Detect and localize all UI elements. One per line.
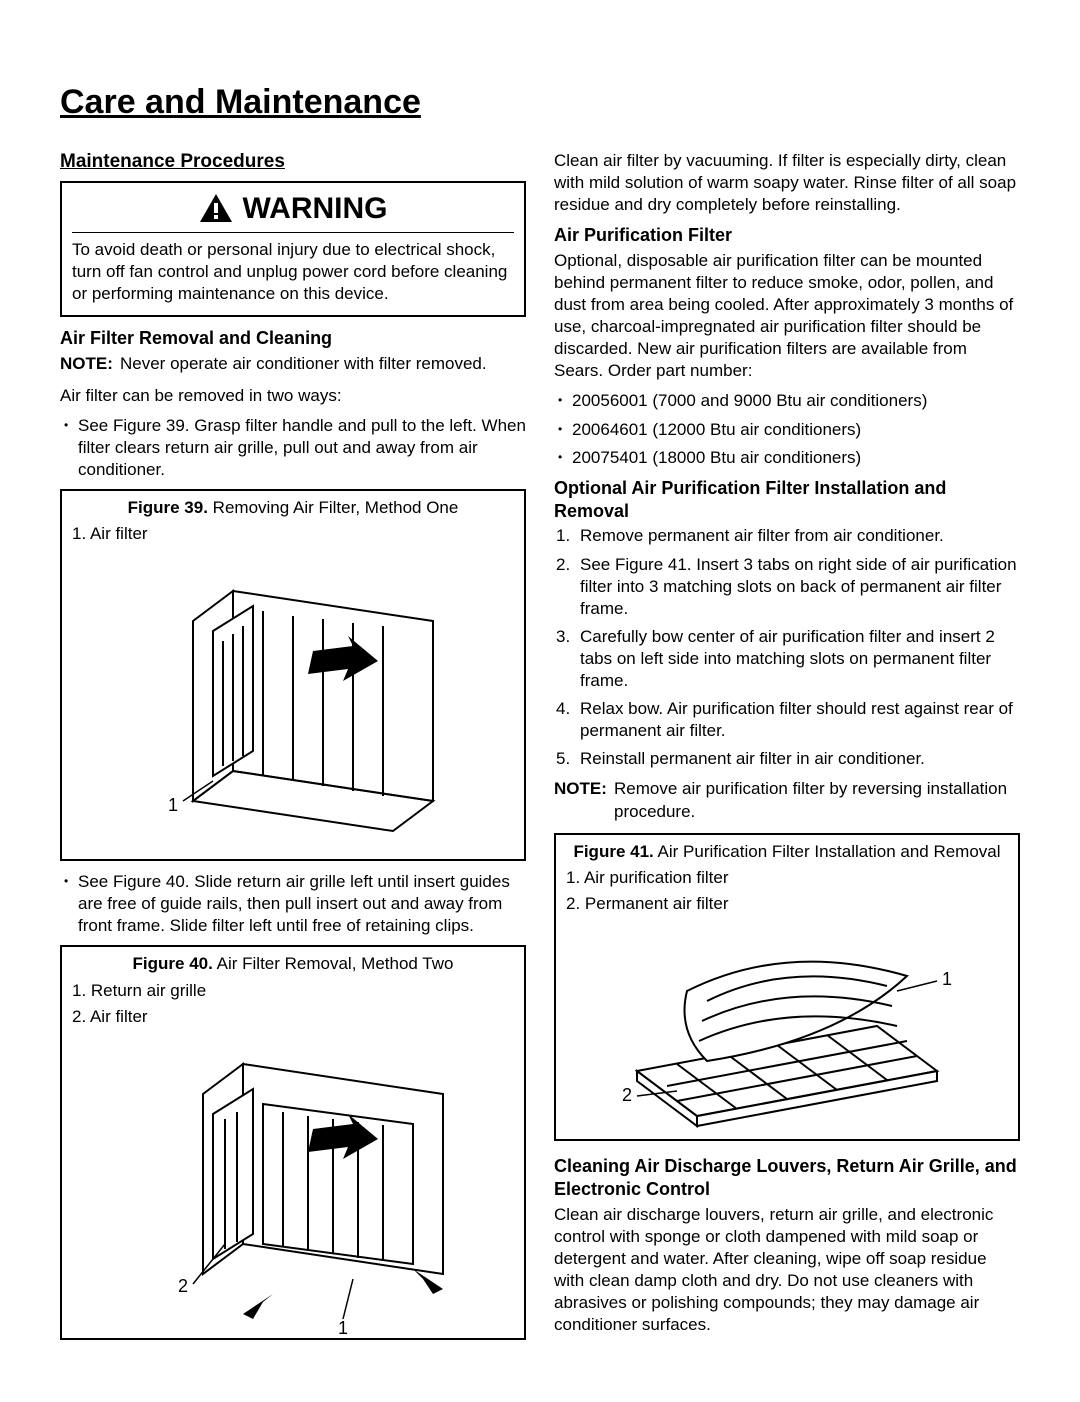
step-5-text: Reinstall permanent air filter in air co… <box>580 749 925 768</box>
note2-text: Remove air purification filter by revers… <box>554 778 1020 822</box>
note-2: NOTE: Remove air purification filter by … <box>554 778 1020 822</box>
part-3: 20075401 (18000 Btu air conditioners) <box>554 447 1020 469</box>
fig39-legend-1: 1. Air filter <box>72 523 514 545</box>
right-column: Clean air filter by vacuuming. If filter… <box>554 150 1020 1350</box>
fig40-callout-2: 2 <box>178 1276 188 1296</box>
step-3: 3.Carefully bow center of air purificati… <box>554 626 1020 692</box>
figure-41: Figure 41. Air Purification Filter Insta… <box>554 833 1020 1141</box>
warning-label: WARNING <box>243 189 388 228</box>
clean-filter-para: Clean air filter by vacuuming. If filter… <box>554 150 1020 216</box>
fig41-title: Air Purification Filter Installation and… <box>654 842 1001 861</box>
optional-install-head: Optional Air Purification Filter Install… <box>554 477 1020 524</box>
fig40-diagram: 2 1 <box>72 1034 514 1334</box>
fig39-label: Figure 39. <box>128 498 208 517</box>
fig41-diagram: 1 2 <box>566 921 1008 1131</box>
fig40-callout-1: 1 <box>338 1318 348 1334</box>
figure-39: Figure 39. Removing Air Filter, Method O… <box>60 489 526 861</box>
fig41-caption: Figure 41. Air Purification Filter Insta… <box>566 841 1008 863</box>
left-column: Maintenance Procedures WARNING To avoid … <box>60 150 526 1350</box>
fig39-callout-1: 1 <box>168 795 178 815</box>
step-4-text: Relax bow. Air purification filter shoul… <box>580 699 1013 740</box>
cleaning-louvers-para: Clean air discharge louvers, return air … <box>554 1204 1020 1337</box>
fig40-label: Figure 40. <box>133 954 213 973</box>
fig39-diagram: 1 <box>72 551 514 851</box>
fig39-caption: Figure 39. Removing Air Filter, Method O… <box>72 497 514 519</box>
note-label: NOTE: <box>60 354 113 373</box>
warning-title-row: WARNING <box>72 189 514 233</box>
cleaning-louvers-head: Cleaning Air Discharge Louvers, Return A… <box>554 1155 1020 1202</box>
air-purification-head: Air Purification Filter <box>554 224 1020 247</box>
part-2: 20064601 (12000 Btu air conditioners) <box>554 419 1020 441</box>
two-column-layout: Maintenance Procedures WARNING To avoid … <box>60 150 1020 1350</box>
warning-icon <box>199 193 233 223</box>
fig40-bullet: See Figure 40. Slide return air grille l… <box>60 871 526 937</box>
part-number-list: 20056001 (7000 and 9000 Btu air conditio… <box>554 390 1020 468</box>
fig40-caption: Figure 40. Air Filter Removal, Method Tw… <box>72 953 514 975</box>
step-5: 5.Reinstall permanent air filter in air … <box>554 748 1020 770</box>
figure-40: Figure 40. Air Filter Removal, Method Tw… <box>60 945 526 1339</box>
two-ways-text: Air filter can be removed in two ways: <box>60 385 526 407</box>
page-title: Care and Maintenance <box>60 80 1020 124</box>
fig39-title: Removing Air Filter, Method One <box>208 498 458 517</box>
fig41-label: Figure 41. <box>573 842 653 861</box>
fig41-callout-2: 2 <box>622 1085 632 1105</box>
note2-label: NOTE: <box>554 779 607 798</box>
fig39-bullet-list: See Figure 39. Grasp filter handle and p… <box>60 415 526 481</box>
fig40-title: Air Filter Removal, Method Two <box>213 954 454 973</box>
air-filter-removal-head: Air Filter Removal and Cleaning <box>60 327 526 350</box>
fig40-legend-2: 2. Air filter <box>72 1006 514 1028</box>
warning-text: To avoid death or personal injury due to… <box>72 239 514 305</box>
fig40-legend-1: 1. Return air grille <box>72 980 514 1002</box>
fig41-legend-2: 2. Permanent air filter <box>566 893 1008 915</box>
note-1: NOTE: Never operate air conditioner with… <box>60 353 526 375</box>
fig41-legend-1: 1. Air purification filter <box>566 867 1008 889</box>
part-1: 20056001 (7000 and 9000 Btu air conditio… <box>554 390 1020 412</box>
maintenance-procedures-head: Maintenance Procedures <box>60 150 526 175</box>
fig39-bullet: See Figure 39. Grasp filter handle and p… <box>60 415 526 481</box>
warning-box: WARNING To avoid death or personal injur… <box>60 181 526 317</box>
step-1-text: Remove permanent air filter from air con… <box>580 526 944 545</box>
step-4: 4.Relax bow. Air purification filter sho… <box>554 698 1020 742</box>
fig41-callout-1: 1 <box>942 969 952 989</box>
step-2-text: See Figure 41. Insert 3 tabs on right si… <box>580 555 1017 618</box>
air-purification-para: Optional, disposable air purification fi… <box>554 250 1020 383</box>
note-text: Never operate air conditioner with filte… <box>60 353 526 375</box>
step-2: 2.See Figure 41. Insert 3 tabs on right … <box>554 554 1020 620</box>
install-steps: 1.Remove permanent air filter from air c… <box>554 525 1020 770</box>
step-1: 1.Remove permanent air filter from air c… <box>554 525 1020 547</box>
step-3-text: Carefully bow center of air purification… <box>580 627 995 690</box>
fig40-bullet-list: See Figure 40. Slide return air grille l… <box>60 871 526 937</box>
